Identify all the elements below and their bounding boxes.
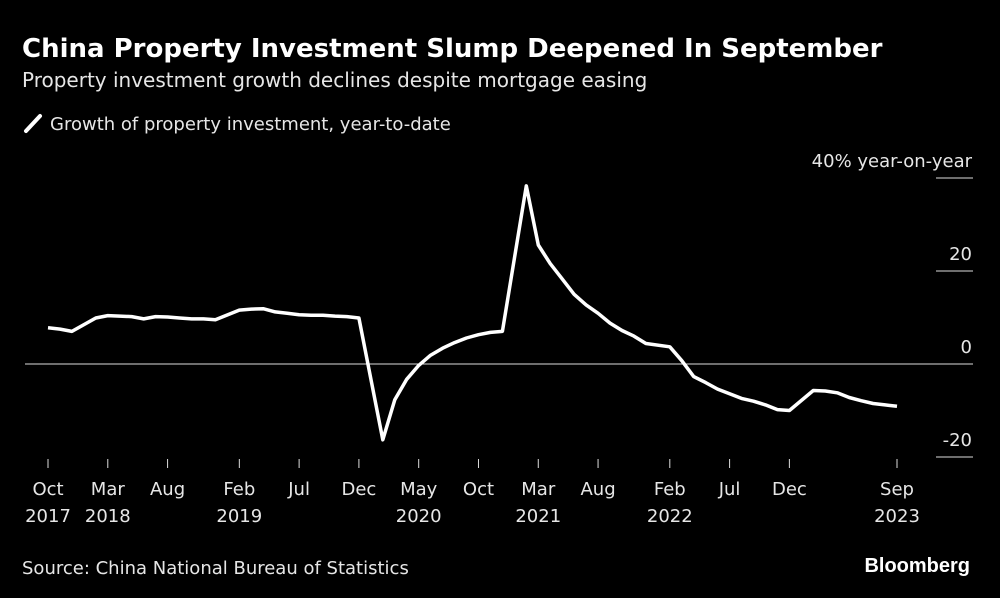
x-tick-label: 2019 (216, 506, 262, 527)
x-tick-label: May (400, 479, 438, 500)
source: Source: China National Bureau of Statist… (22, 558, 409, 579)
chart-subtitle: Property investment growth declines desp… (22, 68, 647, 92)
x-tick-label: Dec (341, 479, 376, 500)
legend-swatch (24, 114, 42, 133)
chart-title: China Property Investment Slump Deepened… (22, 34, 883, 64)
x-tick-label: 2023 (874, 506, 920, 527)
x-tick-label: Aug (150, 479, 185, 500)
x-tick-label: Oct (463, 479, 494, 500)
x-tick-label: Mar (91, 479, 126, 500)
x-tick-label: Feb (223, 479, 255, 500)
y-tick-label: 0 (961, 337, 972, 358)
y-tick-label: 20 (949, 244, 972, 265)
series-line (47, 184, 898, 442)
x-tick-label: 2018 (85, 506, 131, 527)
y-tick-label: 40% year-on-year (812, 151, 973, 172)
x-tick-label: Jul (718, 479, 741, 500)
x-tick-label: 2020 (396, 506, 442, 527)
x-tick-label: Feb (654, 479, 686, 500)
y-tick-label: -20 (943, 430, 972, 451)
x-tick-label: Mar (521, 479, 556, 500)
x-tick-label: Dec (772, 479, 807, 500)
x-tick-label: Jul (287, 479, 310, 500)
x-tick-label: 2022 (647, 506, 693, 527)
x-tick-label: 2021 (515, 506, 561, 527)
brand: Bloomberg (864, 555, 970, 577)
legend-label: Growth of property investment, year-to-d… (50, 114, 451, 135)
x-tick-label: 2017 (25, 506, 71, 527)
x-tick-label: Sep (880, 479, 914, 500)
x-tick-label: Aug (580, 479, 615, 500)
x-tick-label: Oct (32, 479, 63, 500)
